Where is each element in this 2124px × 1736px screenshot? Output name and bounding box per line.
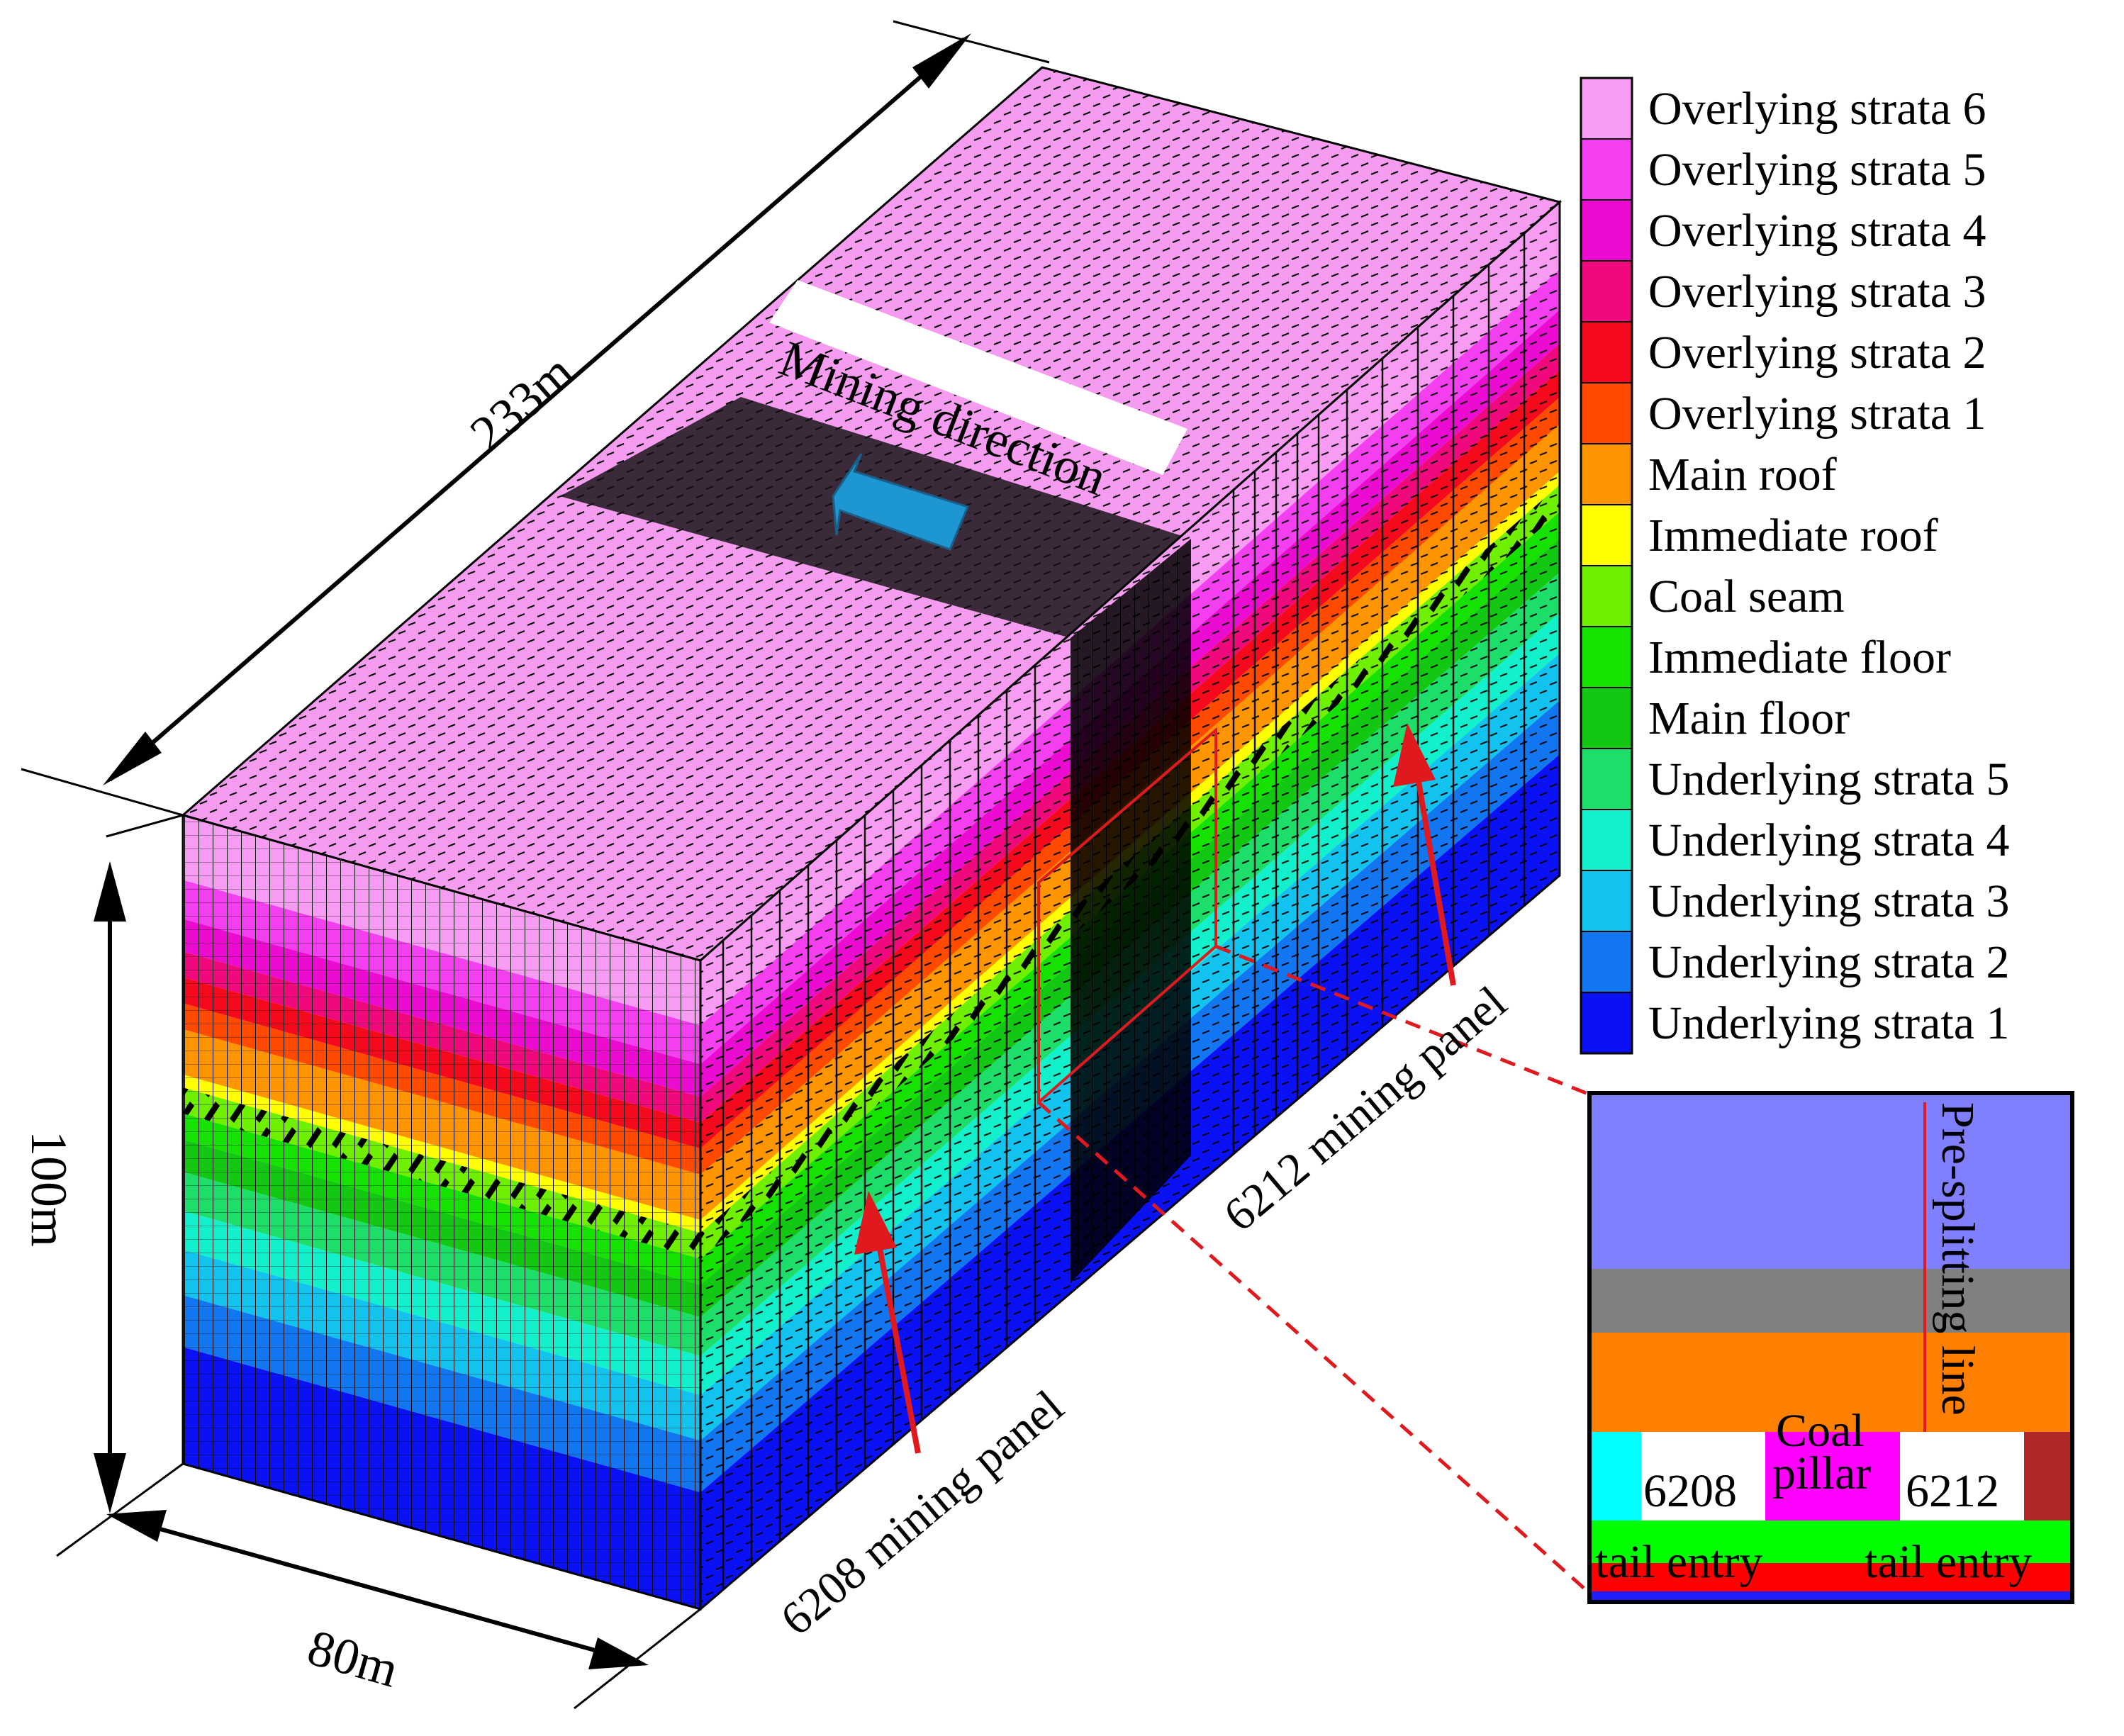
front-seam-hatch bbox=[183, 1087, 700, 1259]
legend-swatch bbox=[1580, 931, 1633, 993]
inset-orange-layer bbox=[1592, 1333, 2070, 1432]
legend-swatch bbox=[1580, 504, 1633, 566]
width-label: 80m bbox=[302, 1618, 405, 1698]
legend-swatch bbox=[1580, 382, 1633, 444]
legend-label: Coal seam bbox=[1648, 571, 1845, 622]
inset-gray-layer bbox=[1592, 1269, 2070, 1333]
legend-swatch bbox=[1580, 992, 1633, 1054]
detail-leader-bottom bbox=[1037, 1101, 1593, 1596]
length-label: 233m bbox=[459, 343, 584, 462]
inset-cyan-block bbox=[1592, 1432, 1641, 1521]
legend-swatch bbox=[1580, 260, 1633, 323]
legend-label: Overlying strata 2 bbox=[1648, 327, 1986, 379]
legend-swatch bbox=[1580, 626, 1633, 688]
legend-swatch bbox=[1580, 565, 1633, 627]
dimension-width: 80m bbox=[106, 1510, 701, 1710]
legend-swatch bbox=[1580, 321, 1633, 383]
legend-label: Underlying strata 1 bbox=[1648, 997, 2010, 1049]
side-mesh-lines bbox=[722, 233, 1526, 1590]
legend-label: Main floor bbox=[1648, 693, 1850, 744]
legend-swatch bbox=[1580, 443, 1633, 505]
legend-swatch bbox=[1580, 687, 1633, 749]
dimension-height: 100m bbox=[21, 814, 184, 1557]
mining-direction-arrow bbox=[832, 453, 970, 551]
legend: Overlying strata 6 Overlying strata 5 Over… bbox=[1580, 77, 2010, 1055]
inset-detail: Pre-splitting line Coal pillar 6208 6212… bbox=[1587, 1091, 2074, 1604]
inset-upper-layer bbox=[1592, 1095, 2070, 1269]
inset-brown-block bbox=[2024, 1432, 2070, 1521]
legend-label: Underlying strata 2 bbox=[1648, 936, 2010, 988]
legend-label: Immediate roof bbox=[1648, 510, 1938, 561]
entry-6208-number: 6208 bbox=[1643, 1465, 1737, 1517]
entry-6212-label: tail entry bbox=[1865, 1536, 2032, 1588]
legend-label: Overlying strata 5 bbox=[1648, 144, 1986, 196]
inset-red-layer bbox=[1592, 1563, 2070, 1591]
legend-label: Main roof bbox=[1648, 449, 1837, 500]
inset-frame bbox=[1587, 1091, 2074, 1604]
entry-6208-label: tail entry bbox=[1595, 1536, 1762, 1588]
model-front-face bbox=[183, 815, 700, 1609]
legend-label: Underlying strata 3 bbox=[1648, 875, 2010, 927]
inset-green-layer bbox=[1592, 1521, 2070, 1563]
legend-label: Underlying strata 4 bbox=[1648, 814, 2010, 866]
legend-label: Immediate floor bbox=[1648, 632, 1951, 683]
detail-leader-top bbox=[1215, 944, 1592, 1097]
inset-blue-layer bbox=[1592, 1591, 2070, 1600]
legend-label: Overlying strata 3 bbox=[1648, 266, 1986, 318]
height-label: 100m bbox=[21, 1131, 77, 1247]
inset-coal-pillar bbox=[1765, 1432, 1900, 1521]
legend-swatch bbox=[1580, 138, 1633, 201]
legend-label: Underlying strata 5 bbox=[1648, 754, 2010, 805]
legend-label: Overlying strata 6 bbox=[1648, 83, 1986, 135]
legend-swatch bbox=[1580, 199, 1633, 262]
excavation-cut bbox=[1071, 539, 1191, 1283]
presplit-label: Pre-splitting line bbox=[1932, 1102, 1984, 1416]
coal-pillar-label-1: Coal bbox=[1776, 1405, 1865, 1457]
legend-swatch bbox=[1580, 77, 1633, 140]
legend-swatch bbox=[1580, 748, 1633, 810]
legend-label: Overlying strata 1 bbox=[1648, 388, 1986, 439]
coal-pillar-label-2: pillar bbox=[1772, 1447, 1871, 1499]
legend-swatch bbox=[1580, 809, 1633, 871]
entry-6212-number: 6212 bbox=[1906, 1465, 1999, 1517]
legend-frame bbox=[1580, 77, 1633, 1055]
legend-swatch bbox=[1580, 870, 1633, 932]
legend-label: Overlying strata 4 bbox=[1648, 205, 1986, 257]
